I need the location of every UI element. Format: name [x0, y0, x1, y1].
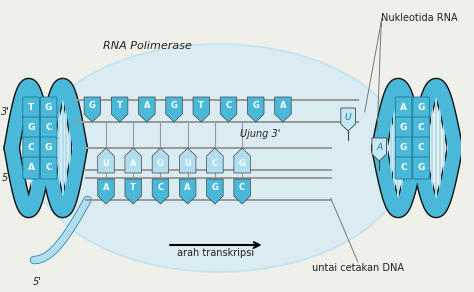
Text: A: A [400, 103, 407, 112]
Text: Nukleotida RNA: Nukleotida RNA [381, 13, 458, 23]
Text: G: G [400, 143, 407, 152]
Text: C: C [157, 183, 164, 192]
Text: C: C [46, 124, 52, 133]
FancyBboxPatch shape [40, 97, 57, 119]
Text: RNA Polimerase: RNA Polimerase [103, 41, 192, 51]
Polygon shape [207, 179, 223, 204]
Text: untai cetakan DNA: untai cetakan DNA [312, 263, 404, 273]
Text: G: G [45, 143, 52, 152]
Text: G: G [157, 159, 164, 168]
Polygon shape [98, 179, 114, 204]
FancyBboxPatch shape [23, 157, 39, 179]
Text: U: U [102, 159, 109, 168]
Text: T: T [130, 183, 136, 192]
Text: arah transkripsi: arah transkripsi [177, 248, 255, 258]
Text: C: C [400, 164, 407, 173]
Polygon shape [98, 148, 114, 173]
FancyBboxPatch shape [40, 117, 57, 139]
FancyBboxPatch shape [395, 157, 412, 179]
Text: G: G [418, 164, 425, 173]
Text: A: A [130, 159, 137, 168]
Text: G: G [252, 102, 259, 110]
Text: U: U [184, 159, 191, 168]
Text: C: C [46, 164, 52, 173]
Polygon shape [234, 179, 250, 204]
FancyBboxPatch shape [413, 117, 429, 139]
Polygon shape [234, 148, 250, 173]
Text: C: C [418, 143, 424, 152]
Polygon shape [166, 97, 182, 122]
FancyBboxPatch shape [23, 97, 39, 119]
Text: 5': 5' [1, 173, 10, 183]
Text: T: T [28, 103, 34, 112]
Polygon shape [125, 148, 141, 173]
Text: 3': 3' [1, 107, 10, 117]
Polygon shape [247, 97, 264, 122]
Text: G: G [171, 102, 177, 110]
FancyBboxPatch shape [23, 117, 39, 139]
Text: A: A [376, 143, 383, 152]
Text: C: C [212, 159, 218, 168]
Text: C: C [226, 102, 232, 110]
Text: T: T [198, 102, 204, 110]
Text: G: G [89, 102, 96, 110]
Text: G: G [27, 124, 35, 133]
Text: C: C [28, 143, 35, 152]
Text: U: U [345, 114, 351, 123]
Polygon shape [275, 97, 291, 122]
FancyBboxPatch shape [395, 137, 412, 159]
Ellipse shape [30, 44, 408, 272]
Text: A: A [27, 164, 35, 173]
Polygon shape [152, 148, 169, 173]
Text: Ujung 3': Ujung 3' [240, 129, 281, 139]
FancyBboxPatch shape [413, 97, 429, 119]
FancyBboxPatch shape [40, 137, 57, 159]
Text: A: A [184, 183, 191, 192]
Polygon shape [138, 97, 155, 122]
FancyBboxPatch shape [413, 137, 429, 159]
Polygon shape [84, 97, 100, 122]
Polygon shape [125, 179, 141, 204]
Text: C: C [418, 124, 424, 133]
Polygon shape [180, 148, 196, 173]
Text: G: G [45, 103, 52, 112]
Text: G: G [418, 103, 425, 112]
Polygon shape [341, 108, 356, 131]
Text: A: A [144, 102, 150, 110]
FancyBboxPatch shape [395, 117, 412, 139]
FancyBboxPatch shape [23, 137, 39, 159]
Text: A: A [280, 102, 286, 110]
Polygon shape [372, 138, 386, 161]
Polygon shape [220, 97, 237, 122]
Text: G: G [239, 159, 246, 168]
Text: A: A [103, 183, 109, 192]
Polygon shape [111, 97, 128, 122]
Text: T: T [117, 102, 123, 110]
Text: 5': 5' [33, 277, 41, 287]
Polygon shape [193, 97, 210, 122]
Text: C: C [239, 183, 245, 192]
Text: G: G [211, 183, 219, 192]
Text: G: G [400, 124, 407, 133]
FancyBboxPatch shape [413, 157, 429, 179]
FancyBboxPatch shape [40, 157, 57, 179]
FancyBboxPatch shape [395, 97, 412, 119]
Polygon shape [207, 148, 223, 173]
Polygon shape [180, 179, 196, 204]
Polygon shape [152, 179, 169, 204]
